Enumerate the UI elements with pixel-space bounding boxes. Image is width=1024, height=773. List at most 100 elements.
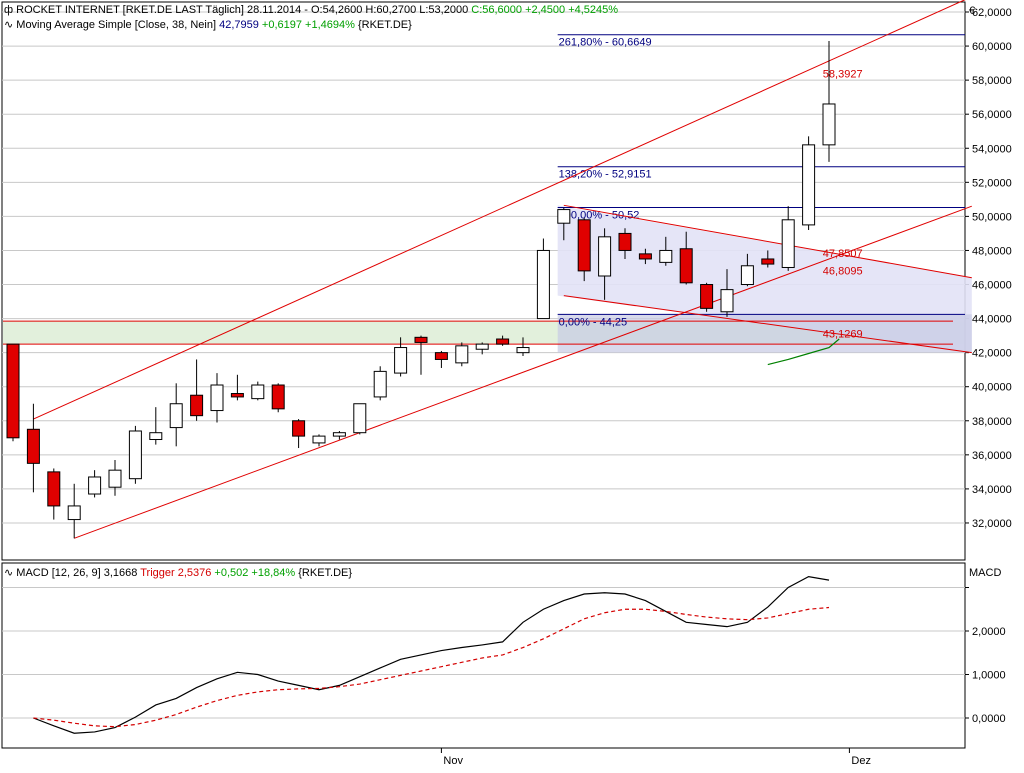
ohl-values: O:54,2600 H:60,2700 L:53,2000: [311, 4, 469, 16]
level-label: 47,8507: [823, 248, 863, 260]
macd-line: [33, 575, 830, 734]
candle-up: [598, 236, 612, 277]
macd-label: MACD [12, 26, 9] 3,1668: [16, 567, 138, 579]
fib-label: 261,80% - 60,6649: [559, 37, 652, 49]
price-tick-label: 32,0000: [972, 518, 1012, 530]
candle-down: [638, 253, 652, 260]
level-label: 46,8095: [823, 266, 863, 278]
candle-down: [190, 394, 204, 417]
price-tick-label: 40,0000: [972, 382, 1012, 394]
price-tick-label: 54,0000: [972, 143, 1012, 155]
ma-label: Moving Average Simple [Close, 38, Nein]: [16, 19, 217, 31]
line-icon: ∿: [4, 19, 14, 31]
price-tick-label: 44,0000: [972, 314, 1012, 326]
fib-label: 0,00% - 44,25: [559, 316, 628, 328]
candle-up: [373, 370, 387, 398]
candle-down: [679, 248, 693, 284]
candle-down: [230, 393, 244, 398]
candle-up: [557, 209, 571, 224]
macd-legend: ∿ MACD [12, 26, 9] 3,1668 Trigger 2,5376…: [4, 566, 352, 579]
macd-title: MACD: [969, 567, 1001, 579]
candle-up: [516, 347, 530, 354]
candle-up: [169, 403, 183, 429]
price-tick-label: 62,0000: [972, 7, 1012, 19]
price-tick-label: 34,0000: [972, 484, 1012, 496]
fib-label: 138,20% - 52,9151: [559, 169, 652, 181]
downtrend-upper-line: [563, 204, 972, 279]
candle-up: [312, 435, 326, 444]
ma-change: +0,6197 +1,4694%: [261, 19, 355, 31]
candle-up: [251, 384, 265, 400]
price-tick-label: 52,0000: [972, 177, 1012, 189]
candle-up: [149, 432, 163, 441]
candle-down: [47, 471, 61, 507]
candle-down: [6, 343, 20, 439]
level-label: 58,3927: [823, 68, 863, 80]
candle-down: [618, 232, 632, 251]
candle-up: [88, 476, 102, 495]
trigger-line: [33, 606, 830, 728]
candle-up: [536, 249, 550, 320]
candle-up: [210, 384, 224, 412]
candle-up: [394, 347, 408, 374]
candle-up: [332, 432, 346, 437]
close-value: C:56,6000: [471, 4, 523, 16]
candle-up: [781, 219, 795, 268]
candle-up: [822, 103, 836, 146]
trigger-label: Trigger 2,5376: [140, 567, 212, 579]
ma-line: [767, 338, 840, 366]
candle-down: [577, 219, 591, 272]
price-tick-label: 36,0000: [972, 450, 1012, 462]
candle-down: [292, 420, 306, 437]
line-icon: ∿: [4, 567, 14, 579]
price-tick-label: 46,0000: [972, 280, 1012, 292]
macd-tick-label: 2,0000: [972, 626, 1006, 638]
downtrend-lower-line: [563, 295, 972, 354]
price-tick-label: 38,0000: [972, 416, 1012, 428]
macd-change: +0,502 +18,84%: [214, 567, 296, 579]
candle-down: [26, 428, 40, 464]
price-tick-label: 58,0000: [972, 75, 1012, 87]
candle-down: [761, 258, 775, 265]
candle-up: [108, 469, 122, 488]
ma-symbol: {RKET.DE}: [357, 19, 412, 31]
candle-up: [659, 249, 673, 263]
x-tick-label: Dez: [851, 755, 871, 767]
instrument-info: ROCKET INTERNET [RKET.DE LAST Täglich] 2…: [16, 4, 311, 16]
fib-label: 100,00% - 50,52: [559, 210, 640, 222]
price-tick-label: 60,0000: [972, 41, 1012, 53]
candle-up: [475, 343, 489, 350]
candle-down: [700, 284, 714, 309]
candle-up: [802, 144, 816, 226]
level-label: 43,1269: [823, 328, 863, 340]
candle-down: [434, 352, 448, 360]
price-tick-label: 48,0000: [972, 245, 1012, 257]
macd-panel: [1, 562, 966, 749]
price-tick-label: 56,0000: [972, 109, 1012, 121]
candle-up: [128, 430, 142, 480]
macd-tick-label: 1,0000: [972, 670, 1006, 682]
candle-up: [455, 345, 469, 364]
candlestick-icon: ф: [4, 4, 14, 16]
macd-symbol: {RKET.DE}: [298, 567, 353, 579]
channel-upper-line: [33, 0, 966, 420]
currency-label: €: [969, 5, 975, 17]
candle-down: [271, 384, 285, 410]
price-legend: ф ROCKET INTERNET [RKET.DE LAST Täglich]…: [4, 4, 618, 16]
channel-lower-line: [74, 205, 972, 539]
candle-up: [353, 403, 367, 434]
price-tick-label: 42,0000: [972, 348, 1012, 360]
candle-up: [67, 505, 81, 521]
x-tick-label: Nov: [443, 755, 463, 767]
candle-down: [414, 336, 428, 343]
candle-up: [740, 265, 754, 286]
change-value: +2,4500 +4,5245%: [525, 4, 619, 16]
price-tick-label: 50,0000: [972, 211, 1012, 223]
ma-value: 42,7959: [219, 19, 259, 31]
ma-legend: ∿ Moving Average Simple [Close, 38, Nein…: [4, 18, 412, 31]
candle-up: [720, 289, 734, 313]
candle-down: [496, 338, 510, 345]
macd-tick-label: 0,0000: [972, 713, 1006, 725]
